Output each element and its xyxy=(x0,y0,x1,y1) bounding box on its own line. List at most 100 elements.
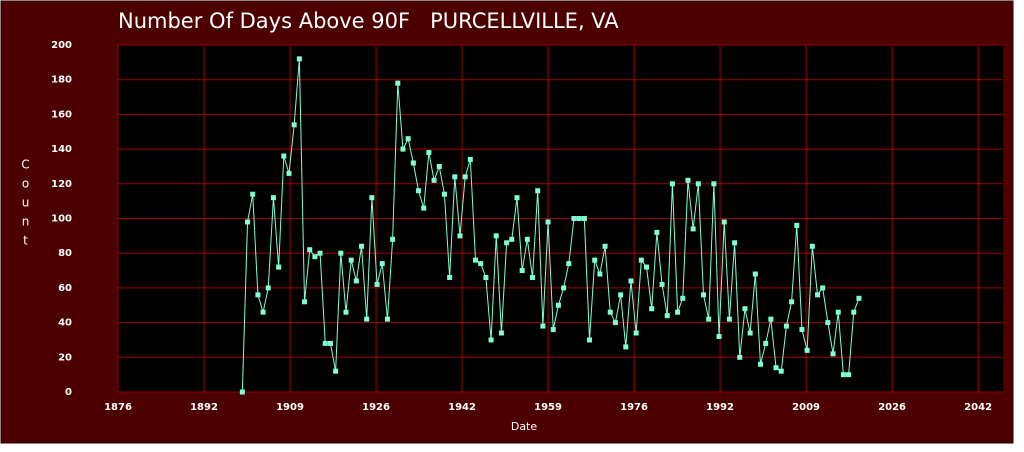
x-tick-label: 1892 xyxy=(190,402,218,413)
data-point xyxy=(504,240,510,246)
data-point xyxy=(483,274,489,280)
data-point xyxy=(602,243,608,249)
data-point xyxy=(706,316,712,322)
data-point xyxy=(317,250,323,256)
data-point xyxy=(576,216,582,221)
data-point xyxy=(758,361,764,367)
data-point xyxy=(276,264,282,270)
data-point xyxy=(799,327,805,333)
data-point xyxy=(473,257,479,263)
data-point xyxy=(307,247,313,253)
data-point xyxy=(856,295,862,301)
y-tick-label: 20 xyxy=(58,352,72,363)
data-point xyxy=(333,368,339,374)
data-point xyxy=(711,181,717,187)
data-point xyxy=(535,188,541,194)
data-point xyxy=(690,226,696,232)
data-point xyxy=(638,257,644,263)
data-point xyxy=(846,372,852,378)
data-point xyxy=(524,236,530,242)
data-point xyxy=(302,299,308,305)
data-point xyxy=(431,177,437,183)
chart-title: Number Of Days Above 90F PURCELLVILLE, V… xyxy=(118,9,619,33)
data-point xyxy=(628,278,634,284)
data-point xyxy=(353,278,359,284)
data-point xyxy=(540,323,546,329)
x-tick-label: 1942 xyxy=(448,402,476,413)
data-point xyxy=(664,313,670,319)
data-point xyxy=(566,261,572,267)
y-tick-label: 200 xyxy=(51,40,72,51)
data-point xyxy=(286,170,292,176)
data-point xyxy=(747,330,753,336)
data-point xyxy=(343,309,349,315)
y-tick-label: 40 xyxy=(58,318,72,329)
data-point xyxy=(379,261,385,267)
data-point xyxy=(452,174,458,180)
data-point xyxy=(825,320,831,326)
data-point xyxy=(633,330,639,336)
data-point xyxy=(374,281,380,287)
data-point xyxy=(607,309,613,315)
data-point xyxy=(488,337,494,343)
data-point xyxy=(270,195,276,201)
data-point xyxy=(436,163,442,169)
data-point xyxy=(778,368,784,374)
data-point xyxy=(726,316,732,322)
data-point xyxy=(804,347,810,353)
x-tick-label: 1926 xyxy=(362,402,390,413)
data-point xyxy=(763,340,769,346)
data-point xyxy=(587,337,593,343)
data-point xyxy=(597,271,603,277)
data-point xyxy=(265,285,271,291)
data-point xyxy=(395,80,401,86)
y-tick-label: 100 xyxy=(51,214,72,225)
data-point xyxy=(820,285,826,291)
data-point xyxy=(571,216,577,221)
data-point xyxy=(721,219,727,225)
data-point xyxy=(478,261,484,267)
data-point xyxy=(441,191,447,197)
data-point xyxy=(457,233,463,239)
data-point xyxy=(592,257,598,263)
data-point xyxy=(555,302,561,308)
data-point xyxy=(364,316,370,322)
y-tick-label: 180 xyxy=(51,75,72,86)
data-point xyxy=(783,323,789,329)
y-tick-label: 80 xyxy=(58,248,72,259)
data-point xyxy=(519,268,525,274)
data-point xyxy=(312,254,318,260)
data-point xyxy=(530,274,536,280)
data-point xyxy=(680,295,686,301)
data-point xyxy=(447,274,453,280)
data-point xyxy=(550,327,556,333)
data-point xyxy=(400,146,406,152)
x-tick-label: 1876 xyxy=(104,402,132,413)
data-point xyxy=(291,122,297,128)
data-point xyxy=(773,365,779,371)
data-point xyxy=(830,351,836,357)
x-tick-label: 1976 xyxy=(620,402,648,413)
data-point xyxy=(405,136,411,142)
data-point xyxy=(752,271,758,277)
data-point xyxy=(789,299,795,305)
data-point xyxy=(498,330,504,336)
x-tick-label: 1909 xyxy=(276,402,304,413)
data-point xyxy=(644,264,650,270)
data-point xyxy=(737,354,743,360)
y-tick-label: 0 xyxy=(65,387,72,398)
data-point xyxy=(250,191,256,197)
data-point xyxy=(348,257,354,263)
data-point xyxy=(675,309,681,315)
data-point xyxy=(493,233,499,239)
data-point xyxy=(654,229,660,235)
data-point xyxy=(618,292,624,298)
y-tick-label: 140 xyxy=(51,144,72,155)
data-point xyxy=(514,195,520,201)
data-point xyxy=(794,222,800,228)
data-point xyxy=(612,320,618,326)
data-point xyxy=(835,309,841,315)
data-point xyxy=(669,181,675,187)
data-point xyxy=(338,250,344,256)
